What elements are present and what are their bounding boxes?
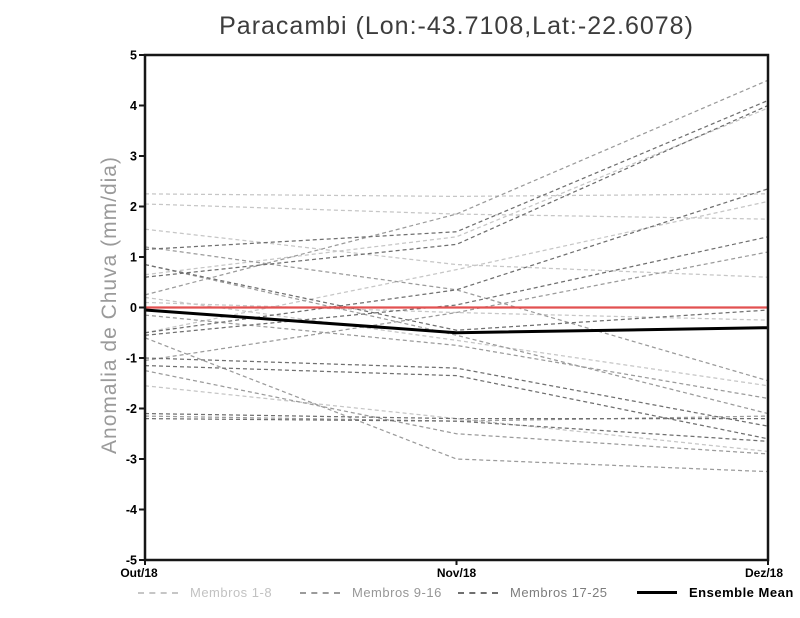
legend-item-members-17-25: Membros 17-25 [458,585,608,600]
chart-legend: Membros 1-8 Membros 9-16 Membros 17-25 E… [0,585,800,605]
member-line-member-22 [144,357,769,427]
y-tick-label: -1 [126,352,137,366]
y-tick-label: -4 [126,503,137,517]
ensemble-mean-line [144,308,769,335]
x-tick-label: Dez/18 [745,566,783,580]
y-tick-label: 4 [130,99,137,113]
member-line-member-9 [144,79,769,296]
member-line-member-2 [144,203,769,220]
legend-item-ensemble-mean: Ensemble Mean [637,585,794,600]
chart-title: Paracambi (Lon:-43.7108,Lat:-22.6078) [219,12,694,40]
member-line-member-12 [144,314,769,400]
y-tick-label: 5 [130,49,137,63]
legend-label-members-17-25: Membros 17-25 [510,585,608,600]
member-line-member-1 [144,193,769,198]
member-line-member-13 [144,337,769,473]
dashed-line-swatch-light [138,591,178,594]
member-line-member-14 [144,370,769,455]
member-line-member-20 [144,236,769,336]
member-line-member-7 [144,200,769,334]
member-line-member-24 [144,412,768,420]
legend-label-members-9-16: Membros 9-16 [352,585,442,600]
dashed-line-swatch-medium [300,591,340,594]
member-line-member-3 [144,228,769,278]
member-line-member-23 [144,364,769,440]
member-line-member-5 [144,296,769,387]
dashed-line-swatch-dark [458,591,498,594]
legend-label-members-1-8: Membros 1-8 [190,585,273,600]
y-tick-label: 2 [130,200,137,214]
member-line-member-4 [144,107,769,276]
member-line-member-21 [144,263,769,331]
solid-line-swatch-mean [637,591,677,594]
legend-label-ensemble-mean: Ensemble Mean [689,585,794,600]
x-tick-label: Out/18 [120,566,158,580]
y-tick-label: 0 [130,301,137,315]
member-line-member-18 [144,104,769,278]
member-line-member-15 [144,251,769,362]
member-line-member-19 [144,188,769,334]
y-tick-label: -5 [126,554,137,568]
y-tick-label: 1 [130,251,137,265]
legend-item-members-9-16: Membros 9-16 [300,585,442,600]
y-tick-label: -3 [126,453,137,467]
member-line-member-17 [144,99,769,251]
x-tick-label: Nov/18 [437,566,477,580]
y-tick-label: -2 [126,402,137,416]
legend-item-members-1-8: Membros 1-8 [138,585,272,600]
member-line-member-25 [144,417,769,442]
member-line-member-11 [144,263,769,415]
y-tick-label: 3 [130,150,137,164]
